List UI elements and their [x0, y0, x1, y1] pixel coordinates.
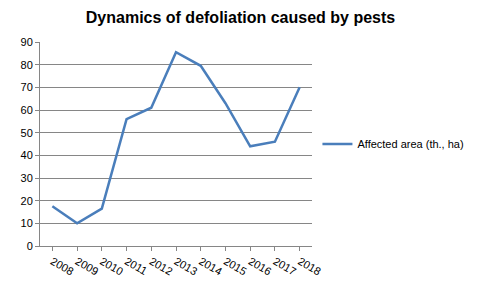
svg-text:2013: 2013	[172, 255, 199, 278]
svg-text:2017: 2017	[271, 255, 298, 278]
svg-text:2009: 2009	[73, 255, 100, 278]
svg-text:80: 80	[21, 59, 33, 71]
svg-text:2011: 2011	[123, 255, 149, 277]
svg-text:60: 60	[21, 104, 33, 116]
svg-text:70: 70	[21, 81, 33, 93]
svg-text:2018: 2018	[296, 255, 323, 278]
svg-text:Affected area (th., ha): Affected area (th., ha)	[357, 138, 463, 150]
svg-text:2014: 2014	[197, 255, 224, 278]
svg-text:50: 50	[21, 127, 33, 139]
svg-text:2015: 2015	[222, 255, 249, 278]
svg-text:20: 20	[21, 195, 33, 207]
svg-text:30: 30	[21, 172, 33, 184]
svg-text:2012: 2012	[148, 255, 175, 278]
svg-text:2008: 2008	[49, 255, 76, 278]
svg-text:2010: 2010	[98, 255, 125, 278]
svg-text:40: 40	[21, 149, 33, 161]
svg-text:Dynamics of defoliation caused: Dynamics of defoliation caused by pests	[86, 9, 396, 26]
svg-text:0: 0	[27, 240, 33, 252]
svg-text:10: 10	[21, 217, 33, 229]
svg-text:2016: 2016	[246, 255, 273, 278]
svg-text:90: 90	[21, 36, 33, 48]
